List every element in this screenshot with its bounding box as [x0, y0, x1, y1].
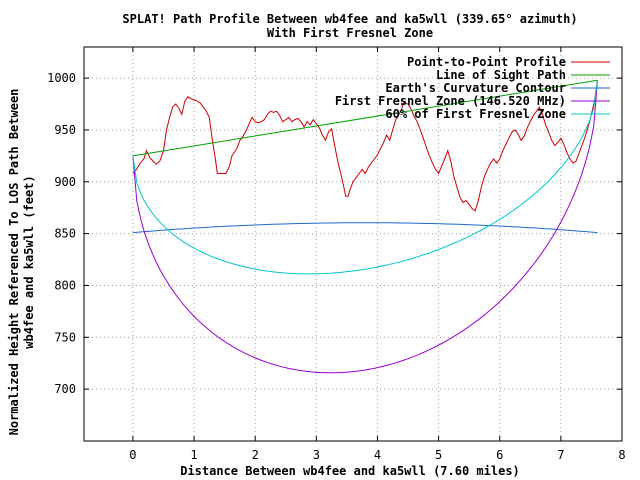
- y-axis-label-line2: wb4fee and ka5wll (feet): [22, 175, 36, 348]
- series-layer: [132, 79, 598, 374]
- sixty-percent-fresnel-line: [132, 80, 598, 275]
- y-tick-label: 900: [54, 175, 76, 189]
- profile-line: [132, 80, 598, 212]
- legend-entry-line-of-sight-label: Line of Sight Path: [436, 68, 566, 82]
- y-tick-label: 950: [54, 123, 76, 137]
- plot-border: [83, 46, 623, 442]
- y-tick-label: 1000: [47, 71, 76, 85]
- x-tick-labels: 0 1 2 3 4 5 6 7 8: [129, 448, 625, 462]
- y-tick-label: 700: [54, 382, 76, 396]
- x-tick-label: 0: [129, 448, 136, 462]
- first-fresnel-zone-line: [132, 80, 598, 374]
- legend-entry-sixty-percent-fresnel-label: 60% of First Fresnel Zone: [385, 107, 566, 121]
- y-tick-label: 800: [54, 278, 76, 292]
- x-tick-label: 6: [496, 448, 503, 462]
- x-tick-label: 4: [374, 448, 381, 462]
- y-tick-labels: 700 750 800 850 900 950 1000: [47, 71, 76, 396]
- x-tick-label: 8: [618, 448, 625, 462]
- x-tick-label: 2: [252, 448, 259, 462]
- y-axis-label-line1: Normalized Height Referenced To LOS Path…: [7, 89, 21, 436]
- legend-entry-profile-label: Point-to-Point Profile: [407, 55, 566, 69]
- legend-entry-earth-curvature-label: Earth's Curvature Contour: [385, 81, 566, 95]
- earth-curvature-line: [132, 222, 598, 234]
- line-of-sight-line: [132, 79, 598, 157]
- y-tick-label: 750: [54, 330, 76, 344]
- legend-entry-first-fresnel-label: First Fresnel Zone (146.520 MHz): [335, 94, 566, 108]
- y-tick-label: 850: [54, 227, 76, 241]
- x-tick-label: 7: [557, 448, 564, 462]
- chart-subtitle: With First Fresnel Zone: [267, 26, 433, 40]
- x-tick-label: 3: [313, 448, 320, 462]
- chart-title: SPLAT! Path Profile Between wb4fee and k…: [122, 12, 577, 26]
- x-axis-label: Distance Between wb4fee and ka5wll (7.60…: [180, 464, 520, 478]
- x-tick-label: 5: [435, 448, 442, 462]
- axis-ticks: [84, 47, 623, 441]
- x-tick-label: 1: [190, 448, 197, 462]
